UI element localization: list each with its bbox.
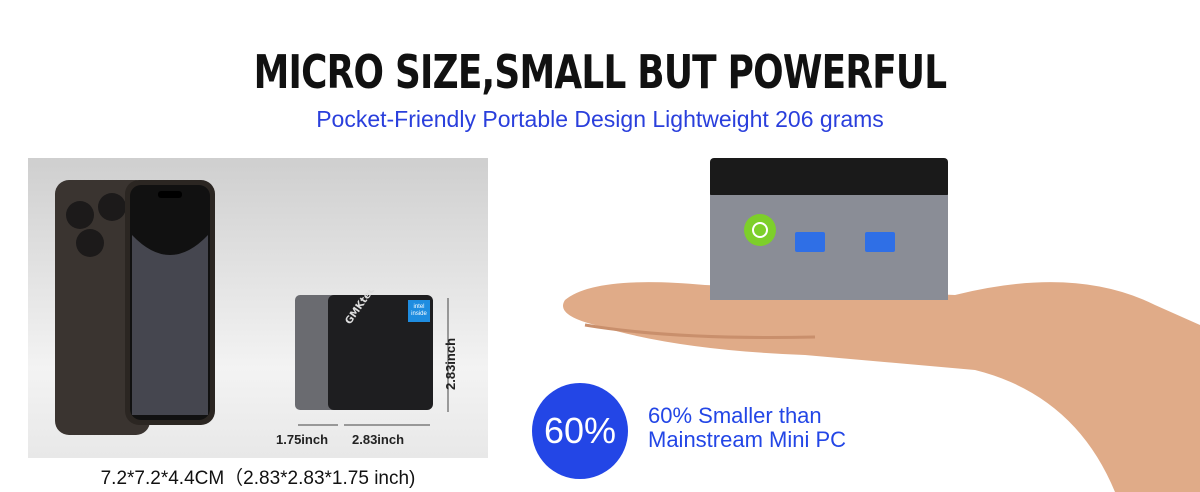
subheadline: Pocket-Friendly Portable Design Lightwei… [316, 106, 884, 132]
intel-inside-badge: intel inside [408, 300, 430, 322]
percentage-badge: 60% [532, 383, 628, 479]
depth-label: 1.75inch [276, 432, 329, 447]
mini-pc-dimension-image: GMKtec [295, 290, 449, 426]
headline: MICRO SIZE,SMALL BUT POWERFUL [253, 45, 948, 99]
dimensions-caption: 7.2*7.2*4.4CM（2.83*2.83*1.75 inch) [100, 468, 416, 489]
width-label: 2.83inch [352, 432, 405, 447]
size-claim: 60% Smaller than Mainstream Mini PC [648, 404, 846, 452]
size-claim-line2: Mainstream Mini PC [648, 427, 847, 452]
size-claim-line1: 60% Smaller than [648, 403, 822, 428]
smartphone-image [55, 180, 215, 435]
height-label: 2.83inch [443, 337, 458, 390]
hand-holding-mini-pc-image [563, 158, 1200, 492]
